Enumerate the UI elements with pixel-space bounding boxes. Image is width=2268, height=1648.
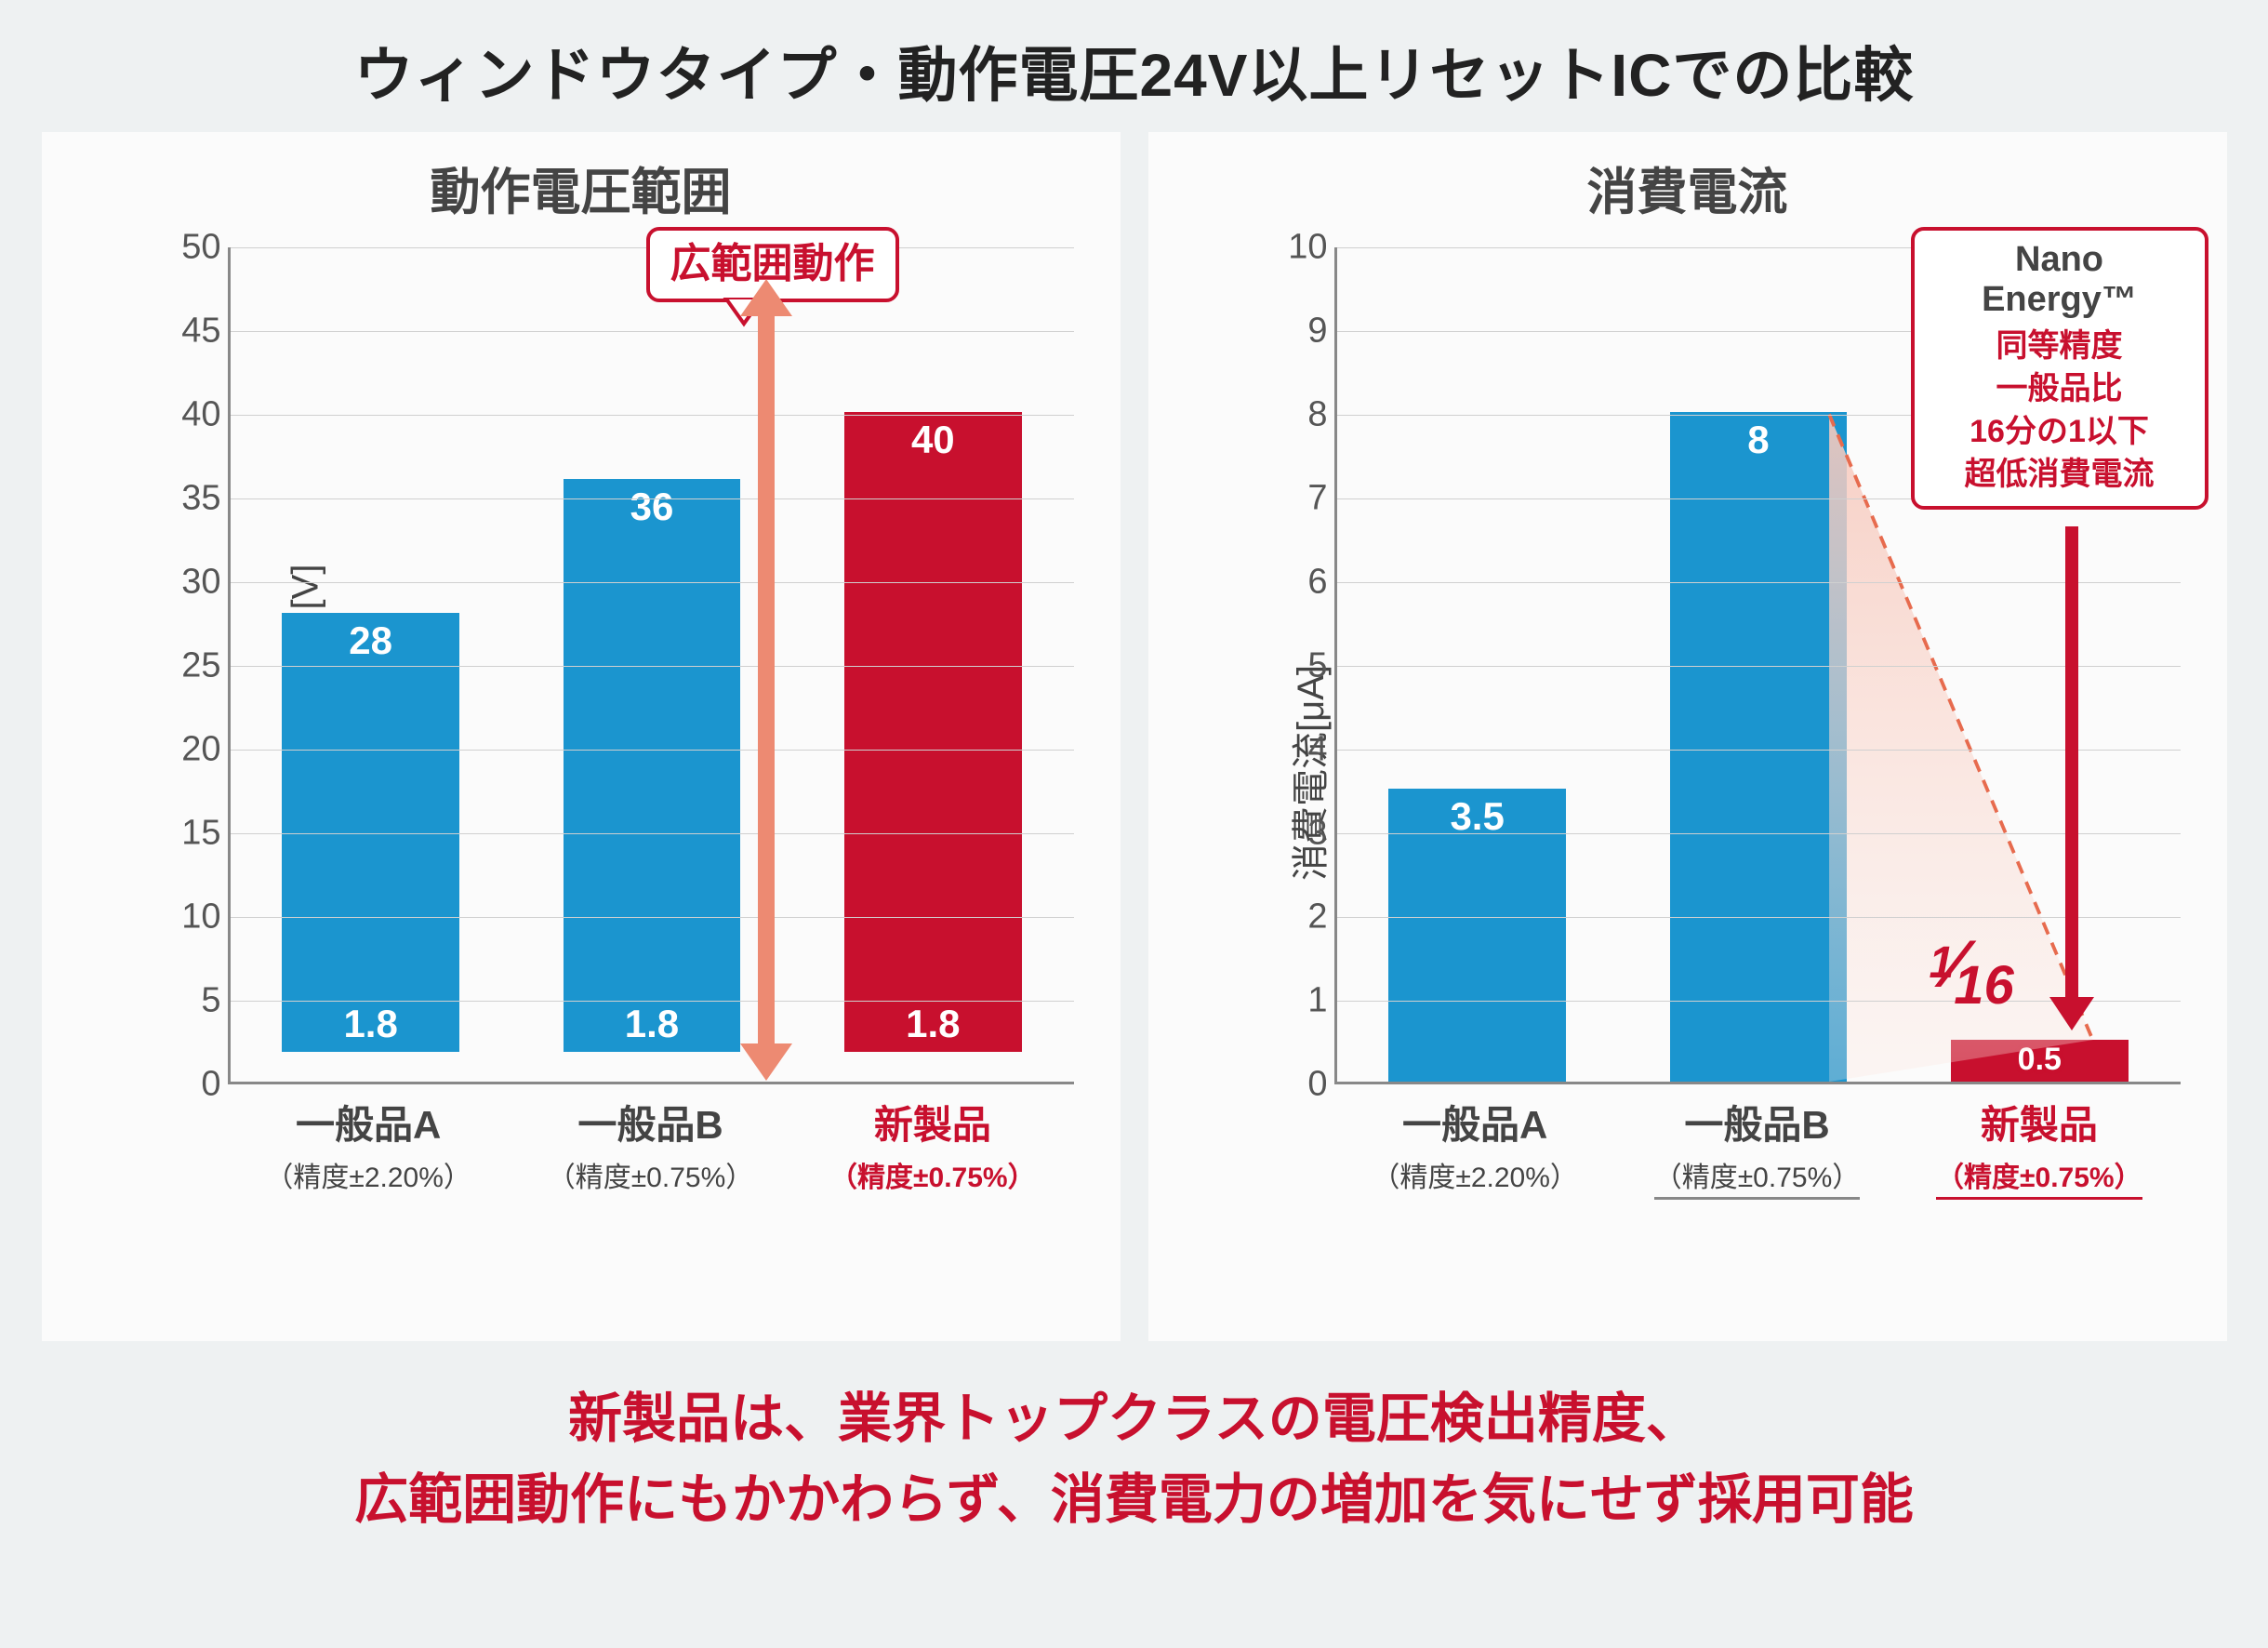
gridline (231, 1001, 1074, 1002)
x-label-main: 一般品B (1638, 1094, 1876, 1150)
bar: 8 (1670, 412, 1847, 1082)
x-label-main: 一般品A (1357, 1094, 1594, 1150)
fraction-num: 1 (1930, 938, 1955, 988)
bar-slot: 281.8 (253, 247, 489, 1082)
bar-slot: 8 (1640, 247, 1877, 1082)
y-tick-label: 0 (166, 1065, 221, 1105)
left-plot: 281.8361.8401.8 05101520253035404550 (228, 247, 1074, 1084)
bar: 281.8 (282, 613, 458, 1052)
bar-value: 0.5 (1951, 1042, 2128, 1078)
right-x-labels: 一般品A（精度±2.20%）一般品B（精度±0.75%）新製品（精度±0.75%… (1334, 1094, 2181, 1200)
gridline (231, 917, 1074, 918)
y-tick-label: 40 (166, 395, 221, 435)
right-chart-area: 消費電流[μA] 3.580.5 012345678910 (1288, 238, 2199, 1308)
bar-bottom-value: 1.8 (282, 1002, 458, 1046)
y-tick-label: 35 (166, 479, 221, 519)
y-tick-label: 15 (166, 814, 221, 854)
bar-slot: 401.8 (815, 247, 1051, 1082)
x-label: 一般品A（精度±2.20%） (1357, 1094, 1594, 1200)
gridline (1337, 917, 2181, 918)
bar-top-value: 28 (282, 618, 458, 663)
footer-line2: 広範囲動作にもかかわらず、消費電力の増加を気にせず採用可能 (37, 1459, 2231, 1540)
right-panel-title: 消費電流 (1176, 151, 2199, 224)
y-tick-label: 30 (166, 563, 221, 603)
bar-bottom-value: 1.8 (564, 1002, 740, 1046)
range-arrow-icon (758, 312, 775, 1047)
gridline (1337, 750, 2181, 751)
bar-value: 8 (1670, 418, 1847, 462)
y-tick-label: 8 (1272, 395, 1328, 435)
gridline (231, 582, 1074, 583)
x-label-main: 新製品 (814, 1094, 1051, 1150)
gridline (1337, 666, 2181, 667)
gridline (231, 750, 1074, 751)
bar-top-value: 40 (844, 418, 1021, 462)
gridline (1337, 833, 2181, 834)
y-tick-label: 1 (1272, 981, 1328, 1021)
y-tick-label: 45 (166, 312, 221, 352)
y-tick-label: 0 (1272, 1065, 1328, 1105)
y-tick-label: 4 (1272, 730, 1328, 770)
y-tick-label: 7 (1272, 479, 1328, 519)
y-tick-label: 25 (166, 646, 221, 686)
gridline (1337, 582, 2181, 583)
gridline (231, 833, 1074, 834)
y-tick-label: 2 (1272, 897, 1328, 937)
footer-line1: 新製品は、業界トップクラスの電圧検出精度、 (37, 1378, 2231, 1459)
gridline (231, 331, 1074, 332)
bar-value: 3.5 (1388, 794, 1565, 839)
left-chart-area: 動作電圧（電源電圧）[V] 281.8361.8401.8 0510152025… (181, 238, 1093, 1308)
left-bars: 281.8361.8401.8 (231, 247, 1074, 1082)
bar-top-value: 36 (564, 485, 740, 529)
left-panel: 動作電圧範囲 動作電圧（電源電圧）[V] 281.8361.8401.8 051… (42, 132, 1121, 1341)
left-panel-title: 動作電圧範囲 (70, 151, 1093, 224)
x-label-sub: （精度±0.75%） (1638, 1154, 1876, 1200)
fraction-label: 1∕16 (1930, 926, 2014, 1003)
y-tick-label: 10 (166, 897, 221, 937)
x-label-sub: （精度±2.20%） (1357, 1154, 1594, 1195)
x-label-main: 新製品 (1920, 1094, 2157, 1150)
y-tick-label: 50 (166, 228, 221, 268)
x-label-sub: （精度±0.75%） (814, 1154, 1051, 1195)
y-tick-label: 20 (166, 730, 221, 770)
right-callout-line2: 16分の1以下 (1935, 411, 2184, 454)
footer-text: 新製品は、業界トップクラスの電圧検出精度、 広範囲動作にもかかわらず、消費電力の… (37, 1378, 2231, 1540)
gridline (231, 666, 1074, 667)
bar-slot: 3.5 (1359, 247, 1596, 1082)
bar-bottom-value: 1.8 (844, 1002, 1021, 1046)
y-tick-label: 9 (1272, 312, 1328, 352)
y-tick-label: 10 (1272, 228, 1328, 268)
down-arrow-icon (2065, 526, 2078, 1001)
right-callout-line0: 同等精度 (1935, 326, 2184, 368)
x-label: 一般品A（精度±2.20%） (250, 1094, 487, 1195)
right-panel: 消費電流 消費電流[μA] 3.580.5 012345678910 (1148, 132, 2227, 1341)
x-label: 新製品（精度±0.75%） (814, 1094, 1051, 1195)
x-label-sub: （精度±0.75%） (532, 1154, 769, 1195)
main-title: ウィンドウタイプ・動作電圧24V以上リセットICでの比較 (37, 28, 2231, 113)
x-label-main: 一般品B (532, 1094, 769, 1150)
x-label-sub: （精度±0.75%） (1920, 1154, 2157, 1200)
y-tick-label: 5 (1272, 646, 1328, 686)
x-label-sub: （精度±2.20%） (250, 1154, 487, 1195)
gridline (231, 498, 1074, 499)
left-x-labels: 一般品A（精度±2.20%）一般品B（精度±0.75%）新製品（精度±0.75%… (228, 1094, 1074, 1195)
x-label-main: 一般品A (250, 1094, 487, 1150)
panels-row: 動作電圧範囲 動作電圧（電源電圧）[V] 281.8361.8401.8 051… (37, 132, 2231, 1341)
nano-energy-label: Nano Energy™ (1935, 240, 2184, 320)
y-tick-label: 3 (1272, 814, 1328, 854)
x-label: 新製品（精度±0.75%） (1920, 1094, 2157, 1200)
bar: 361.8 (564, 479, 740, 1052)
y-tick-label: 6 (1272, 563, 1328, 603)
gridline (231, 415, 1074, 416)
y-tick-label: 5 (166, 981, 221, 1021)
right-callout-line3: 超低消費電流 (1935, 454, 2184, 497)
x-label: 一般品B（精度±0.75%） (532, 1094, 769, 1195)
fraction-den: 16 (1954, 955, 2014, 1016)
bar-slot: 361.8 (534, 247, 770, 1082)
bar: 0.5 (1951, 1040, 2128, 1082)
x-label: 一般品B（精度±0.75%） (1638, 1094, 1876, 1200)
bar: 401.8 (844, 412, 1021, 1052)
right-callout-line1: 一般品比 (1935, 368, 2184, 411)
right-callout: Nano Energy™ 同等精度 一般品比 16分の1以下 超低消費電流 (1911, 227, 2208, 510)
